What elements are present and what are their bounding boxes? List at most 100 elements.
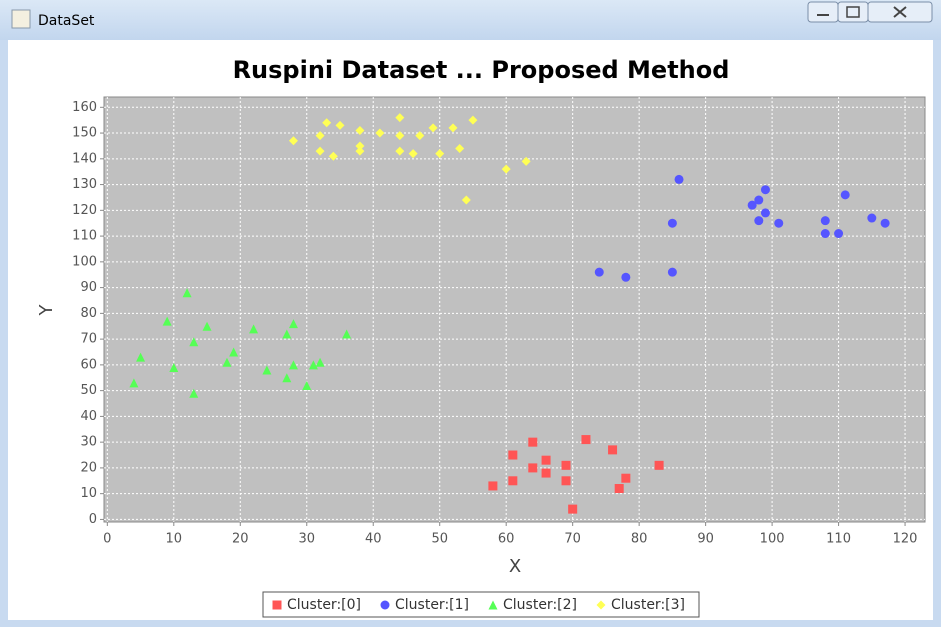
marker-triangle [288, 360, 298, 370]
marker-triangle [315, 357, 325, 367]
marker-square [508, 476, 518, 486]
marker-circle [754, 216, 764, 226]
marker-diamond [521, 156, 531, 166]
marker-triangle [488, 600, 498, 610]
marker-diamond [395, 131, 405, 141]
y-tick-label: 120 [72, 203, 97, 218]
x-tick-label: 60 [498, 532, 515, 547]
marker-diamond [408, 149, 418, 159]
marker-diamond [395, 146, 405, 156]
window-title: DataSet [38, 13, 95, 29]
marker-triangle [229, 347, 239, 357]
marker-triangle [222, 357, 232, 367]
marker-diamond [335, 120, 345, 130]
maximize-button[interactable] [837, 1, 869, 23]
y-tick-label: 160 [72, 100, 97, 115]
marker-triangle [308, 360, 318, 370]
marker-diamond [468, 115, 478, 125]
x-tick-label: 40 [365, 532, 382, 547]
marker-triangle [162, 316, 172, 326]
close-icon [893, 6, 907, 18]
x-tick-label: 110 [826, 532, 851, 547]
marker-circle [820, 229, 830, 239]
marker-square [508, 450, 518, 460]
marker-circle [667, 267, 677, 277]
marker-triangle [202, 321, 212, 331]
marker-diamond [288, 136, 298, 146]
marker-diamond [322, 118, 332, 128]
marker-triangle [342, 329, 352, 339]
marker-square [561, 460, 571, 470]
legend-label: Cluster:[2] [503, 597, 577, 613]
marker-diamond [395, 113, 405, 123]
marker-diamond [435, 149, 445, 159]
y-tick-label: 10 [80, 486, 97, 501]
marker-circle [834, 229, 844, 239]
marker-triangle [288, 319, 298, 329]
marker-circle [667, 218, 677, 228]
marker-triangle [189, 388, 199, 398]
marker-circle [674, 174, 684, 184]
marker-diamond [455, 144, 465, 154]
y-tick-label: 80 [80, 306, 97, 321]
app-icon [11, 9, 31, 29]
y-tick-label: 20 [80, 460, 97, 475]
marker-triangle [282, 329, 292, 339]
marker-circle [840, 190, 850, 200]
y-tick-label: 70 [80, 332, 97, 347]
x-tick-label: 20 [232, 532, 249, 547]
marker-triangle [136, 352, 146, 362]
marker-circle [880, 218, 890, 228]
marker-diamond [448, 123, 458, 133]
marker-diamond [328, 151, 338, 161]
marker-square [272, 600, 282, 610]
marker-square [568, 504, 578, 514]
marker-circle [594, 267, 604, 277]
y-tick-label: 60 [80, 357, 97, 372]
legend-label: Cluster:[3] [611, 597, 685, 613]
marker-triangle [249, 324, 259, 334]
marker-square [488, 481, 498, 491]
marker-square [608, 445, 618, 455]
marker-diamond [596, 600, 606, 610]
y-tick-label: 140 [72, 151, 97, 166]
marker-diamond [315, 146, 325, 156]
y-tick-label: 30 [80, 435, 97, 450]
marker-square [614, 484, 624, 494]
marker-circle [820, 216, 830, 226]
marker-square [541, 455, 551, 465]
legend-box [262, 591, 700, 618]
marker-square [621, 473, 631, 483]
marker-circle [760, 208, 770, 218]
marker-diamond [355, 141, 365, 151]
x-tick-label: 100 [760, 532, 785, 547]
x-tick-label: 80 [631, 532, 648, 547]
marker-diamond [501, 164, 511, 174]
marker-square [528, 463, 538, 473]
marker-circle [754, 195, 764, 205]
marker-diamond [461, 195, 471, 205]
y-tick-label: 0 [89, 512, 97, 527]
y-tick-label: 90 [80, 280, 97, 295]
marker-square [541, 468, 551, 478]
marker-diamond [375, 128, 385, 138]
y-tick-label: 50 [80, 383, 97, 398]
x-axis-label: X [509, 556, 521, 577]
legend-label: Cluster:[0] [287, 597, 361, 613]
marker-diamond [355, 125, 365, 135]
y-tick-label: 150 [72, 126, 97, 141]
marker-circle [380, 600, 390, 610]
marker-circle [621, 272, 631, 282]
y-tick-label: 40 [80, 409, 97, 424]
y-tick-label: 110 [72, 229, 97, 244]
x-tick-label: 90 [697, 532, 714, 547]
marker-diamond [415, 131, 425, 141]
x-tick-label: 30 [298, 532, 315, 547]
marker-diamond [428, 123, 438, 133]
marker-circle [760, 185, 770, 195]
minimize-button[interactable] [807, 1, 839, 23]
marker-circle [774, 218, 784, 228]
chart-title: Ruspini Dataset ... Proposed Method [233, 56, 730, 84]
marker-triangle [262, 365, 272, 375]
